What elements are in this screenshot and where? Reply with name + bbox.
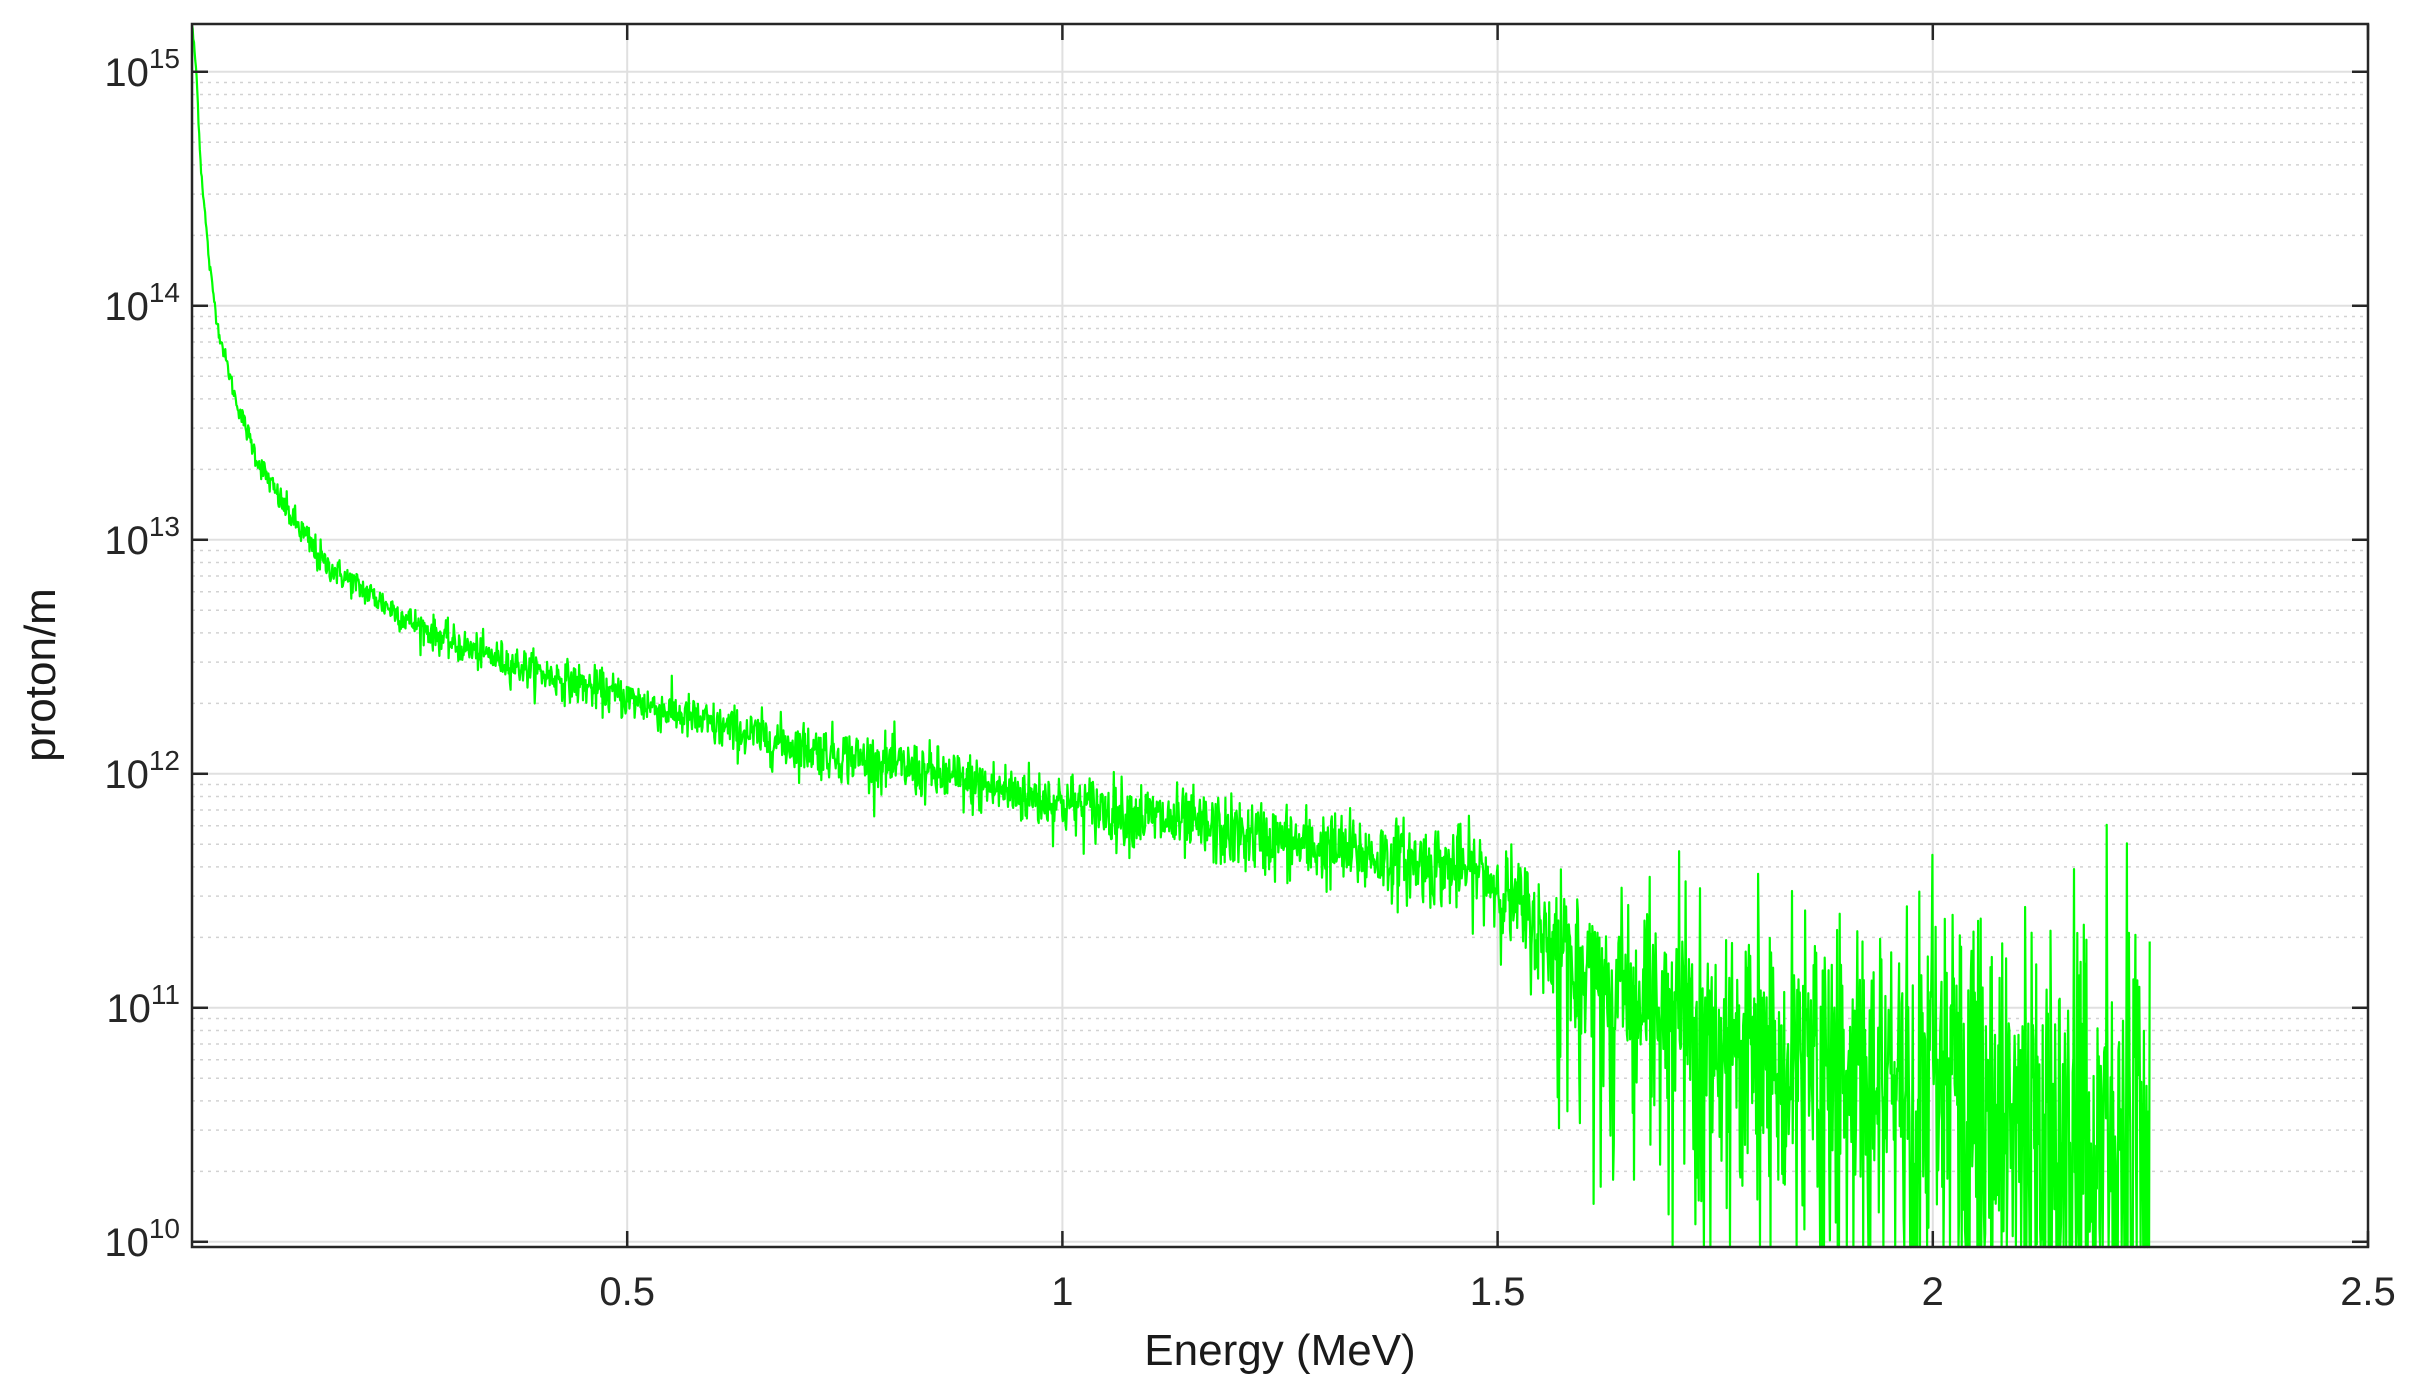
axes-frame [190,22,2370,1249]
x-axis-title: Energy (MeV) [1144,1326,1415,1375]
y-tick-label: 1011 [106,979,180,1031]
tick-marks [192,24,2370,1247]
y-tick-base: 10 [104,519,149,563]
y-tick-label: 1014 [104,277,180,329]
series-layer [190,24,2151,1249]
y-tick-label: 1010 [104,1213,180,1265]
x-tick-labels: 0.5 1 1.5 2 2.5 [599,1270,2395,1314]
y-tick-exponent: 15 [149,43,180,74]
y-tick-exponent: 12 [149,745,180,776]
y-tick-label: 1012 [104,745,180,797]
x-tick-label: 1.5 [1470,1270,1526,1314]
y-tick-base: 10 [104,285,149,329]
y-tick-exponent: 13 [149,511,180,542]
y-tick-base: 10 [104,51,149,95]
y-tick-label: 1013 [104,511,180,563]
minor-gridlines [192,81,2368,1173]
x-tick-label: 2.5 [2340,1270,2396,1314]
axes-box [190,22,2370,1249]
y-tick-base: 10 [104,1221,149,1265]
x-tick-label: 2 [1922,1270,1944,1314]
y-tick-label: 1015 [104,43,180,95]
x-tick-label: 0.5 [599,1270,655,1314]
y-tick-base: 10 [106,987,151,1031]
y-tick-exponent: 11 [151,979,180,1010]
x-tick-label: 1 [1051,1270,1073,1314]
y-tick-exponent: 14 [149,277,180,308]
series-line-0 [190,24,2151,1249]
y-axis-title: proton/m [16,588,65,762]
y-tick-base: 10 [104,753,149,797]
y-tick-exponent: 10 [149,1213,180,1244]
